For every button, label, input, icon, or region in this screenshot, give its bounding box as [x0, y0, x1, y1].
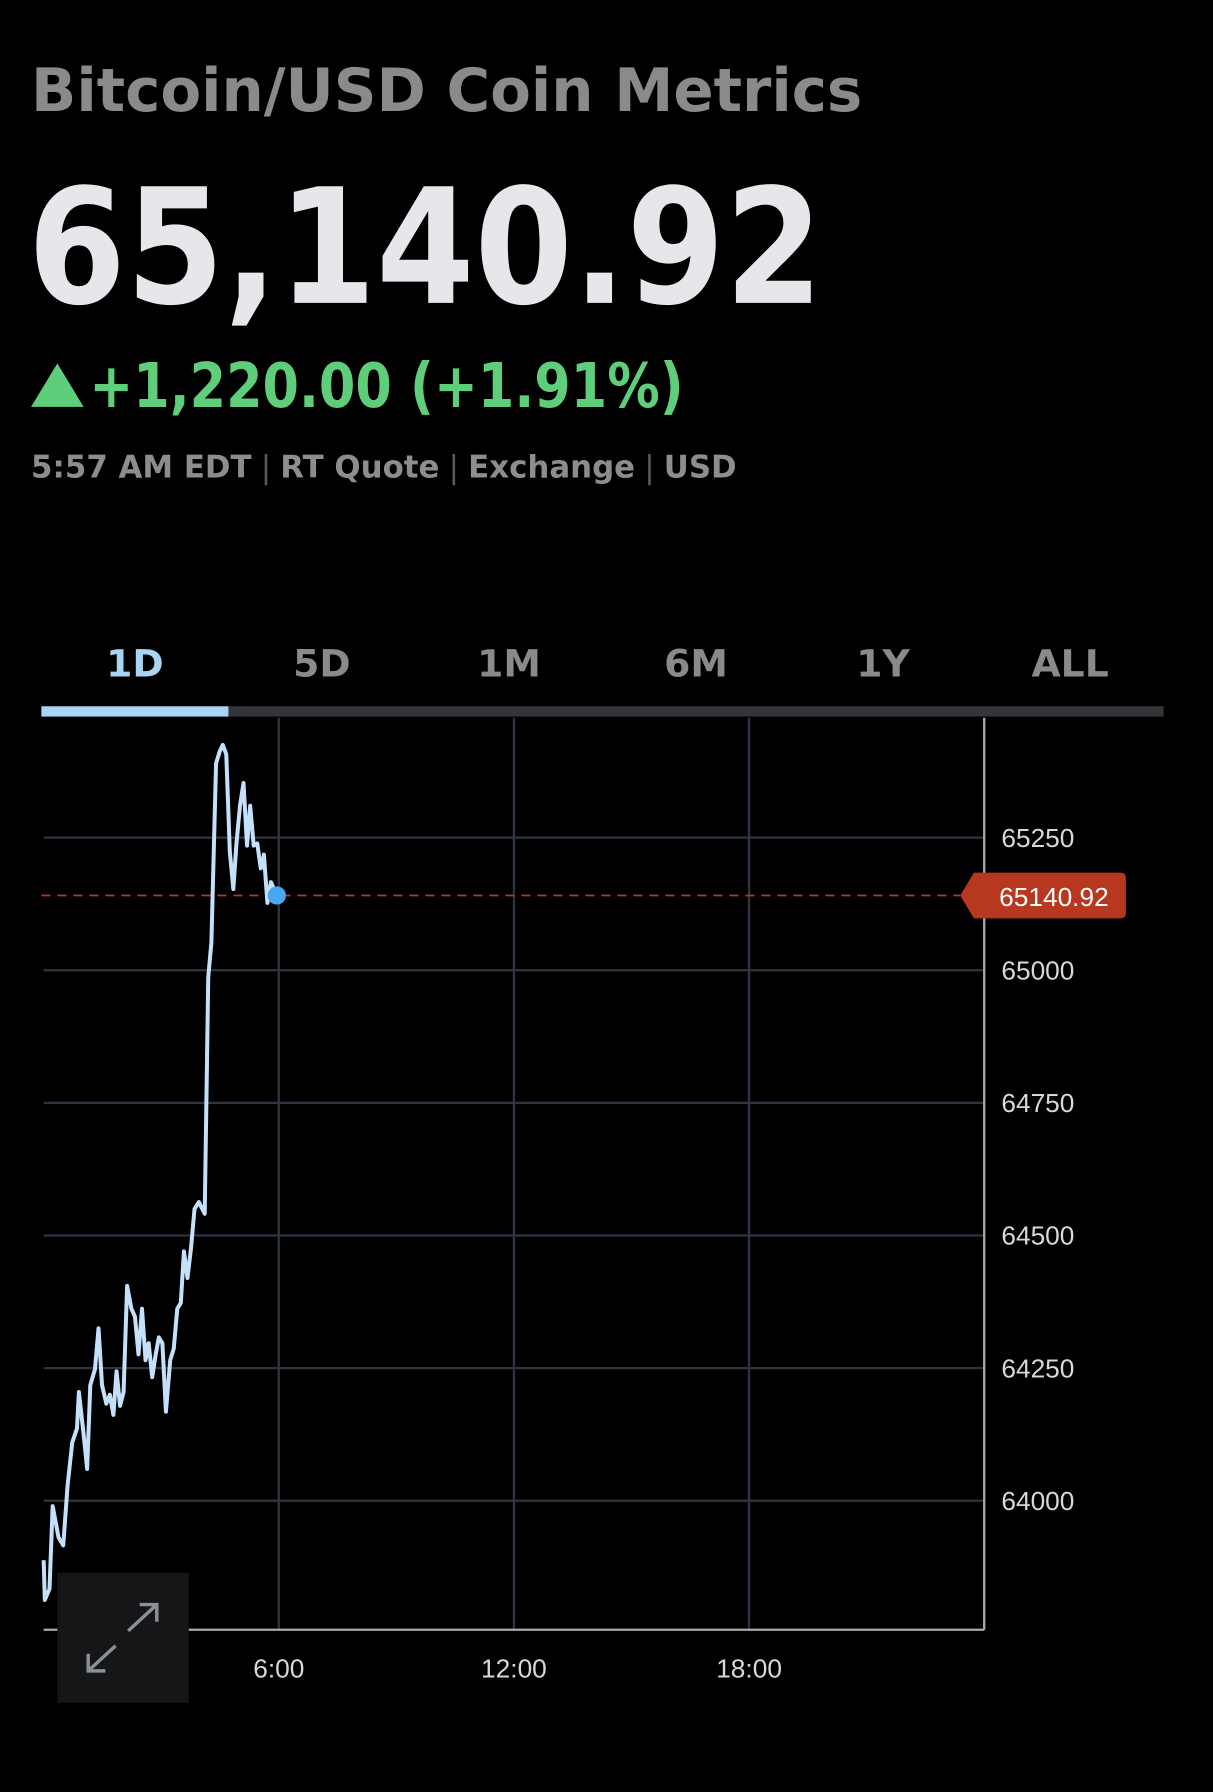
- tab[interactable]: 5D: [293, 642, 351, 686]
- y-tick-label: 65000: [1001, 955, 1074, 985]
- y-tick-label: 65250: [1001, 823, 1074, 853]
- title: Bitcoin/USD Coin Metrics: [31, 57, 862, 126]
- expand-button[interactable]: [57, 1572, 189, 1703]
- tab[interactable]: 1D: [106, 642, 164, 686]
- price-line: [41, 742, 279, 1602]
- up-arrow-icon: [31, 363, 84, 407]
- y-tick-label: 64000: [1001, 1486, 1074, 1516]
- separator: |: [261, 450, 271, 486]
- tab[interactable]: 6M: [664, 642, 728, 686]
- last-price-badge: [960, 872, 1126, 919]
- x-tick-label: 18:00: [716, 1654, 782, 1684]
- quote-item: 5:57 AM EDT: [31, 450, 251, 486]
- last-point: [267, 886, 286, 905]
- last-price-label: 65140.92: [999, 882, 1109, 912]
- x-tick-label: 6:00: [253, 1654, 304, 1684]
- expand-button-bg: [57, 1572, 189, 1703]
- tab[interactable]: 1Y: [856, 642, 910, 686]
- quote-item: RT Quote: [280, 450, 439, 486]
- separator: |: [449, 450, 459, 486]
- separator: |: [644, 450, 654, 486]
- y-tick-label: 64500: [1001, 1221, 1074, 1251]
- tab[interactable]: ALL: [1032, 642, 1109, 686]
- quote-item: USD: [664, 450, 737, 486]
- expand-icon: [86, 1602, 159, 1673]
- tab-indicator: [41, 706, 229, 717]
- quote-info: 5:57 AM EDT | RT Quote | Exchange | USD: [31, 450, 737, 486]
- price-change: +1,220.00 (+1.91%): [89, 350, 683, 422]
- price: 65,140.92: [28, 154, 823, 341]
- tab[interactable]: 1M: [477, 642, 541, 686]
- quote-item: Exchange: [468, 450, 635, 486]
- x-tick-label: 12:00: [481, 1654, 547, 1684]
- y-tick-label: 64750: [1001, 1088, 1074, 1118]
- tab-track: [41, 706, 1164, 717]
- y-tick-label: 64250: [1001, 1353, 1074, 1383]
